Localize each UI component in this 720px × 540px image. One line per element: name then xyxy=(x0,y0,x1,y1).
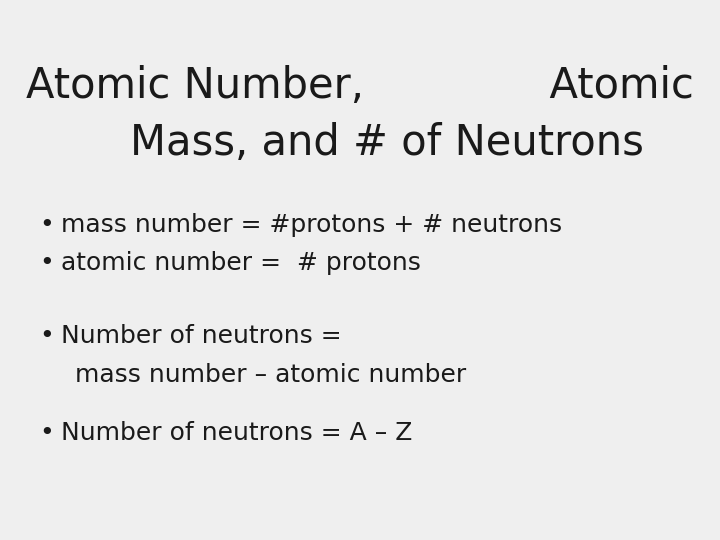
Text: •: • xyxy=(40,421,54,445)
Text: Number of neutrons =: Number of neutrons = xyxy=(61,324,342,348)
Text: •: • xyxy=(40,324,54,348)
Text: Mass, and # of Neutrons: Mass, and # of Neutrons xyxy=(76,122,644,164)
Text: mass number – atomic number: mass number – atomic number xyxy=(75,363,466,387)
Text: Number of neutrons = A – Z: Number of neutrons = A – Z xyxy=(61,421,413,445)
Text: atomic number =  # protons: atomic number = # protons xyxy=(61,251,421,275)
Text: •: • xyxy=(40,251,54,275)
Text: Atomic Number,              Atomic: Atomic Number, Atomic xyxy=(26,65,694,107)
Text: mass number = #protons + # neutrons: mass number = #protons + # neutrons xyxy=(61,213,562,237)
Text: •: • xyxy=(40,213,54,237)
